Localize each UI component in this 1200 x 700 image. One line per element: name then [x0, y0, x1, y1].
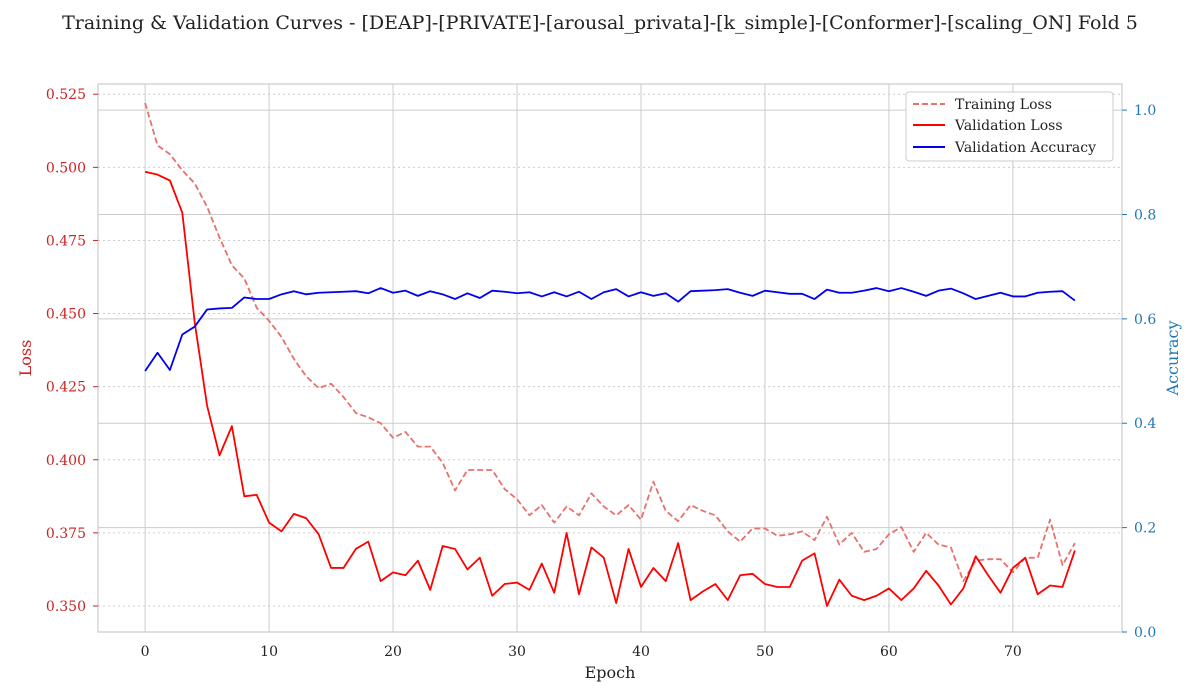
- x-tick-label: 40: [632, 644, 650, 660]
- validation-loss-line: [144, 170, 1076, 607]
- x-tick-label: 60: [880, 644, 898, 660]
- right-tick-label: 0.6: [1134, 312, 1156, 328]
- right-axis-ticks: 0.0 0.2 0.4 0.6 0.8 1.0: [1122, 103, 1156, 641]
- left-tick-label: 0.350: [46, 599, 86, 615]
- left-tick-label: 0.475: [46, 233, 86, 249]
- left-tick-label: 0.525: [46, 87, 86, 103]
- chart-title: Training & Validation Curves - [DEAP]-[P…: [62, 12, 1138, 34]
- left-tick-label: 0.450: [46, 307, 86, 323]
- legend-box: [905, 91, 1114, 162]
- validation-accuracy-line: [144, 287, 1076, 372]
- right-tick-label: 0.8: [1134, 207, 1156, 223]
- legend-label-validation-loss: Validation Loss: [954, 118, 1063, 134]
- left-axis-ticks: 0.350 0.375 0.400 0.425 0.450 0.475 0.500 0.525: [46, 87, 98, 615]
- left-tick-label: 0.425: [46, 380, 86, 396]
- right-axis-label: Accuracy: [1163, 321, 1182, 397]
- series-layer: [144, 102, 1076, 607]
- left-tick-label: 0.400: [46, 453, 86, 469]
- training-loss-line: [144, 102, 1076, 583]
- plot-frame: [97, 83, 1123, 633]
- right-tick-label: 0.2: [1134, 521, 1156, 537]
- legend-label-validation-accuracy: Validation Accuracy: [954, 140, 1096, 156]
- x-axis-ticks: 0 10 20 30 40 50 60 70: [141, 644, 1022, 660]
- legend-label-training-loss: Training Loss: [955, 97, 1052, 113]
- left-tick-label: 0.375: [46, 526, 86, 542]
- left-tick-label: 0.500: [46, 160, 86, 176]
- left-axis-label: Loss: [16, 340, 35, 377]
- x-tick-label: 0: [141, 644, 150, 660]
- x-tick-label: 10: [260, 644, 278, 660]
- right-tick-label: 1.0: [1134, 103, 1156, 119]
- x-tick-label: 70: [1004, 644, 1022, 660]
- grid: [98, 84, 1122, 633]
- x-axis-label: Epoch: [585, 663, 636, 682]
- right-tick-label: 0.4: [1134, 416, 1156, 432]
- x-tick-label: 50: [756, 644, 774, 660]
- x-tick-label: 20: [384, 644, 402, 660]
- x-tick-label: 30: [508, 644, 526, 660]
- legend: Training Loss Validation Loss Validation…: [905, 91, 1114, 162]
- right-tick-label: 0.0: [1134, 625, 1156, 641]
